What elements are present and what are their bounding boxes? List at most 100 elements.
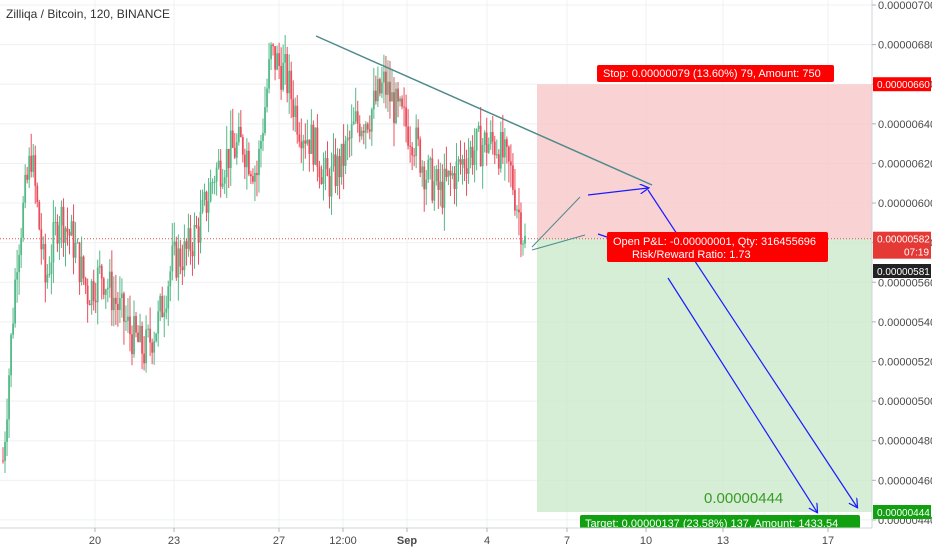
- pennant-line-upper[interactable]: [531, 196, 581, 248]
- candle-body: [133, 316, 135, 355]
- time-tick-label: 23: [168, 535, 180, 547]
- candle-body: [127, 316, 129, 321]
- candle-body: [181, 266, 184, 271]
- candle-body: [485, 132, 488, 153]
- candle-body: [58, 225, 61, 244]
- candle-body: [189, 228, 192, 252]
- pnl-label: Open P&L: -0.00000001, Qty: 316455696: [613, 236, 816, 248]
- candle-body: [157, 311, 160, 334]
- candle-body: [129, 316, 131, 335]
- candle-body: [68, 231, 71, 236]
- candle-body: [389, 81, 391, 102]
- candle-body: [437, 169, 440, 190]
- candle-body: [461, 159, 464, 165]
- candle-body: [512, 165, 514, 190]
- candle-body: [88, 303, 91, 306]
- time-axis: 20 23 27 12:00 Sep 4 7 10 13 17: [0, 527, 872, 550]
- candle-body: [407, 126, 410, 146]
- candle-body: [395, 88, 397, 124]
- candle-body: [52, 222, 55, 263]
- candle-body: [348, 137, 351, 139]
- candle-body: [514, 189, 516, 211]
- candle-body: [211, 182, 214, 184]
- candle-body: [413, 155, 416, 157]
- candle-body: [225, 148, 228, 178]
- candle-body: [429, 158, 432, 160]
- candle-body: [54, 221, 57, 223]
- candle-body: [249, 174, 252, 177]
- candle-body: [56, 221, 59, 244]
- pennant-line-lower[interactable]: [531, 234, 586, 251]
- stop-price-marker-text: 0.00000660: [877, 80, 930, 91]
- candle-body: [306, 139, 309, 144]
- candle-body: [66, 228, 69, 232]
- candle-body: [187, 228, 190, 249]
- projection-arrow[interactable]: [667, 277, 817, 512]
- candle-body: [385, 71, 387, 95]
- price-tick-label: 0.00000520: [878, 356, 932, 368]
- candle-body: [381, 82, 383, 94]
- candle-body: [344, 140, 347, 166]
- candle-body: [507, 146, 510, 162]
- target-label-box[interactable]: [580, 515, 860, 531]
- trendline[interactable]: [315, 35, 653, 186]
- target-price-text: 0.00000444: [704, 490, 783, 507]
- candle-body: [254, 172, 256, 182]
- candle-body: [14, 279, 16, 324]
- candle-body: [391, 92, 393, 102]
- candle-body: [179, 248, 182, 267]
- price-tick-label: 0.00000640: [878, 119, 932, 131]
- candle-body: [326, 158, 329, 177]
- candle-body: [215, 167, 218, 182]
- position-labels: Stop: 0.00000079 (13.60%) 79, Amount: 75…: [580, 65, 860, 531]
- candle-body: [322, 169, 325, 185]
- stop-label-box[interactable]: [597, 65, 834, 82]
- candle-body: [465, 168, 468, 174]
- candle-body: [453, 173, 456, 190]
- candle-body: [358, 123, 361, 137]
- candle-body: [330, 166, 333, 197]
- candle-body: [419, 139, 422, 173]
- candle-body: [292, 99, 295, 117]
- candle-body: [364, 123, 367, 133]
- candle-body: [40, 229, 43, 250]
- candle-body: [457, 159, 460, 162]
- candle-body: [26, 174, 29, 180]
- candle-body: [30, 155, 33, 172]
- time-tick-label: 10: [640, 535, 652, 547]
- candle-body: [362, 130, 365, 133]
- candle-body: [497, 154, 500, 169]
- candle-body: [393, 92, 395, 124]
- candle-body: [223, 177, 226, 184]
- candle-body: [123, 293, 125, 322]
- candle-body: [213, 181, 216, 183]
- price-tick-label: 0.00000480: [878, 436, 932, 448]
- candle-body: [334, 154, 337, 187]
- candle-body: [12, 323, 14, 335]
- price-tick-label: 0.00000500: [878, 396, 932, 408]
- projection-arrow[interactable]: [587, 188, 648, 196]
- candle-body: [118, 298, 121, 310]
- candle-body: [445, 168, 448, 177]
- candle-body: [405, 107, 407, 127]
- candle-body: [415, 127, 418, 156]
- candle-body: [235, 142, 238, 158]
- countdown-text: 07:19: [904, 248, 929, 259]
- candle-body: [451, 173, 454, 176]
- candle-body: [8, 375, 10, 420]
- candle-body: [106, 287, 109, 290]
- candle-body: [503, 139, 506, 158]
- candle-body: [387, 81, 389, 95]
- candle-body: [114, 297, 117, 304]
- candle-body: [247, 150, 250, 175]
- candle-body: [201, 199, 204, 212]
- candle-body: [316, 127, 319, 167]
- pnl-label-box[interactable]: [607, 232, 828, 262]
- candle-body: [409, 145, 412, 147]
- candle-body: [171, 245, 174, 272]
- candle-body: [217, 160, 220, 168]
- price-tick-label: 0.00000460: [878, 475, 932, 487]
- candle-body: [346, 137, 349, 141]
- candle-body: [231, 130, 234, 148]
